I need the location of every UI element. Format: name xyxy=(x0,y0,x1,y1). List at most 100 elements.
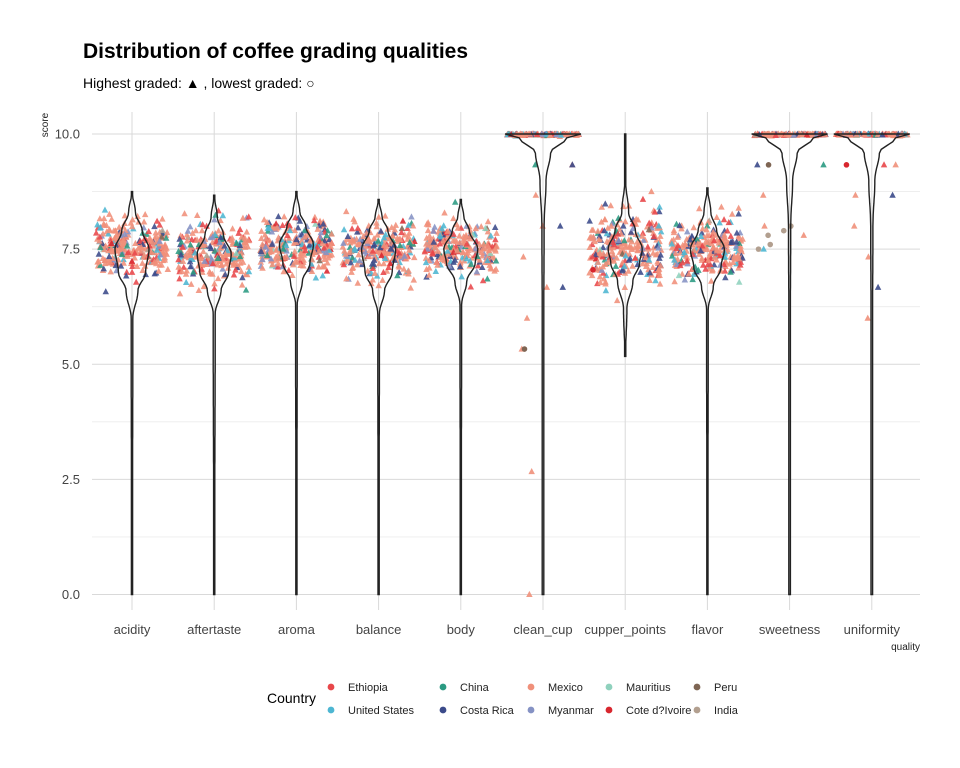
data-point xyxy=(696,205,703,212)
data-point xyxy=(405,233,412,240)
data-point xyxy=(616,225,623,232)
data-point xyxy=(485,246,493,254)
data-point xyxy=(108,215,115,222)
data-point xyxy=(374,237,382,244)
data-point xyxy=(401,231,408,238)
data-point-outlier xyxy=(892,161,899,168)
data-point xyxy=(431,223,438,230)
data-point xyxy=(127,219,135,226)
data-point xyxy=(297,254,304,261)
data-point xyxy=(183,237,191,244)
data-point xyxy=(351,245,358,252)
data-point xyxy=(683,228,691,235)
y-tick-label: 10.0 xyxy=(55,127,80,142)
data-point xyxy=(479,263,486,270)
data-point xyxy=(642,253,649,261)
data-point xyxy=(159,215,166,222)
y-tick-label: 7.5 xyxy=(62,242,80,257)
data-point xyxy=(467,235,474,242)
data-point xyxy=(106,226,114,234)
data-point xyxy=(409,222,417,229)
data-point xyxy=(259,264,266,271)
data-point xyxy=(214,261,221,268)
data-point xyxy=(677,261,684,269)
data-point xyxy=(233,249,240,256)
data-point xyxy=(236,226,244,233)
data-point xyxy=(220,256,227,263)
data-point xyxy=(656,280,664,287)
data-point xyxy=(695,266,702,273)
data-point xyxy=(236,253,244,260)
data-point xyxy=(161,241,169,248)
data-point xyxy=(321,244,328,251)
data-point xyxy=(370,256,378,263)
data-point xyxy=(369,276,376,283)
data-point xyxy=(456,239,463,246)
data-point xyxy=(262,235,270,242)
data-point-outlier xyxy=(760,191,767,198)
data-point xyxy=(735,204,742,211)
data-point xyxy=(672,249,679,257)
data-point xyxy=(320,220,327,227)
data-point xyxy=(258,234,265,241)
data-point xyxy=(383,243,390,250)
x-tick-label: sweetness xyxy=(759,622,821,637)
data-point xyxy=(728,210,736,217)
data-point xyxy=(345,249,353,256)
data-point xyxy=(275,260,282,267)
data-point xyxy=(353,261,361,268)
data-point xyxy=(133,262,141,269)
data-point xyxy=(596,249,604,256)
data-point xyxy=(100,265,107,272)
data-point xyxy=(737,244,744,251)
data-point xyxy=(120,236,127,243)
data-point xyxy=(694,240,702,247)
data-point xyxy=(639,232,646,239)
data-point xyxy=(634,216,642,223)
data-point xyxy=(218,261,225,268)
x-tick-label: clean_cup xyxy=(513,622,572,637)
x-tick-label: balance xyxy=(356,622,402,637)
data-point xyxy=(601,227,608,234)
data-point xyxy=(219,212,227,219)
data-point xyxy=(436,240,444,247)
x-tick-label: acidity xyxy=(114,622,151,637)
data-point xyxy=(423,234,430,241)
data-point xyxy=(351,218,358,225)
data-point xyxy=(595,236,603,243)
data-point xyxy=(722,274,729,281)
data-point xyxy=(273,246,280,253)
data-point xyxy=(389,232,397,239)
data-point-outlier xyxy=(539,222,546,229)
data-point xyxy=(727,268,734,275)
data-point xyxy=(268,248,275,255)
data-point xyxy=(594,227,602,234)
legend-label: Cote d?Ivoire xyxy=(626,705,691,717)
data-point xyxy=(354,279,362,286)
data-point xyxy=(607,202,615,209)
data-point xyxy=(128,257,136,264)
data-point xyxy=(395,249,403,256)
data-point xyxy=(343,208,350,215)
data-point xyxy=(444,250,452,257)
data-point xyxy=(596,273,604,280)
data-point xyxy=(107,268,114,275)
data-point xyxy=(704,218,712,225)
data-point xyxy=(398,228,405,236)
data-point xyxy=(315,247,323,254)
data-point xyxy=(164,265,172,272)
data-point xyxy=(286,227,294,234)
data-point xyxy=(228,236,236,244)
data-point xyxy=(467,260,475,267)
data-point xyxy=(221,242,228,249)
data-point xyxy=(450,215,457,222)
data-point xyxy=(243,228,250,235)
data-point xyxy=(152,229,159,236)
data-point xyxy=(422,258,430,266)
data-point xyxy=(137,247,145,254)
data-point xyxy=(589,235,596,242)
data-point xyxy=(706,250,714,257)
data-point xyxy=(97,244,104,251)
data-point xyxy=(632,254,639,261)
data-point xyxy=(697,247,704,254)
